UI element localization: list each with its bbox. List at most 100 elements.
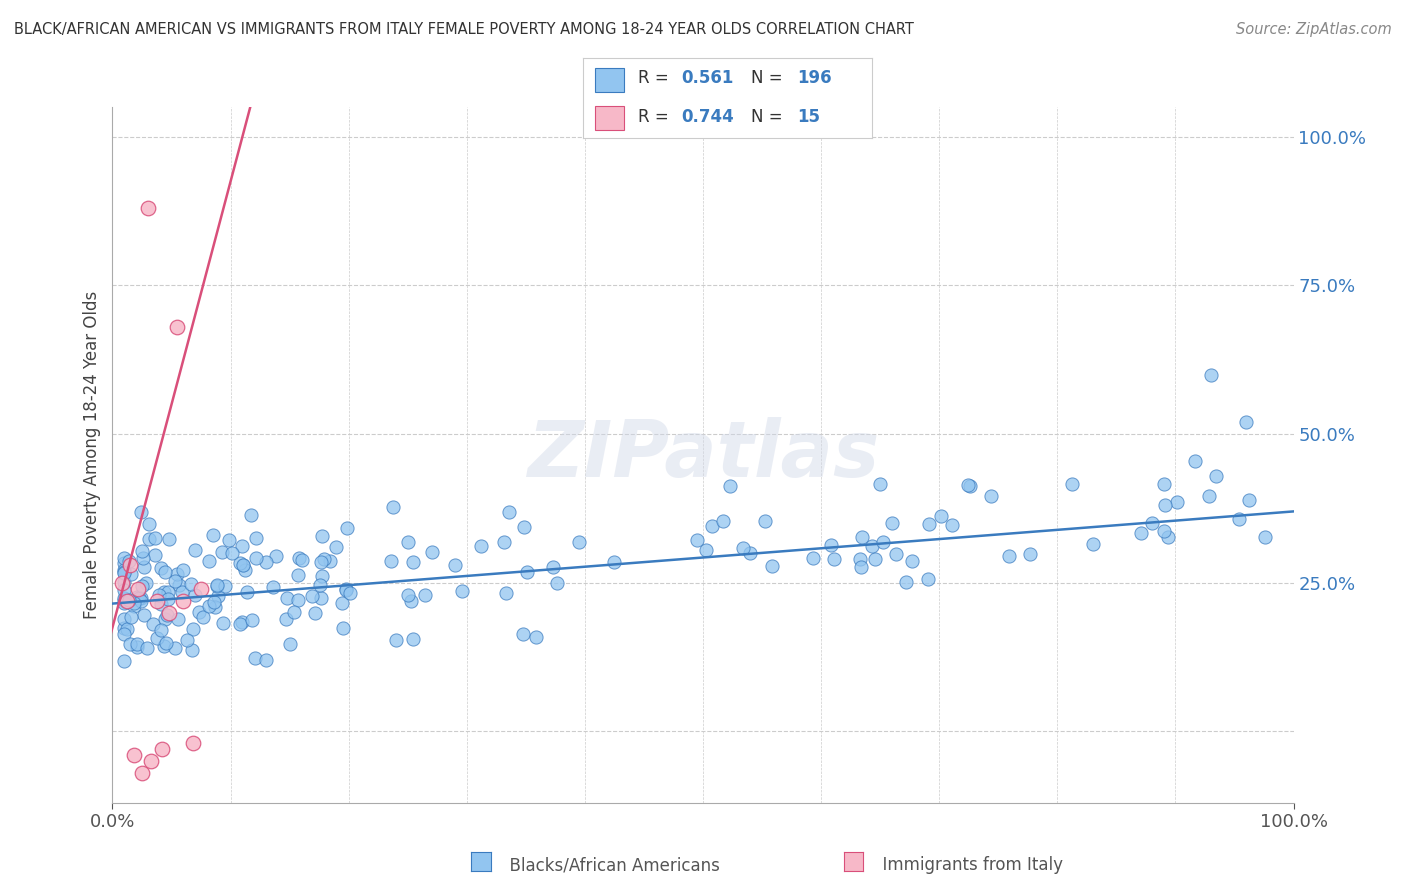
Point (287, 567, 309, 582)
Point (143, 548, 166, 562)
Point (135, 576, 157, 591)
Point (444, 558, 467, 572)
Point (276, 591, 298, 605)
Point (396, 588, 419, 602)
Point (129, 591, 152, 606)
Text: Immigrants from Italy: Immigrants from Italy (872, 856, 1063, 874)
Point (165, 574, 187, 588)
Point (153, 585, 176, 599)
Point (207, 590, 229, 604)
Point (568, 535, 591, 549)
Point (304, 606, 326, 620)
Point (941, 517, 963, 532)
Point (319, 554, 342, 568)
Text: 0.744: 0.744 (682, 108, 734, 126)
Point (278, 637, 301, 651)
Point (287, 593, 309, 607)
Point (700, 518, 723, 533)
Point (143, 531, 166, 545)
Point (516, 565, 538, 579)
Point (211, 545, 233, 559)
Point (118, 637, 141, 651)
Point (420, 545, 443, 559)
Point (738, 546, 761, 560)
Point (187, 605, 209, 619)
Point (1199, 368, 1222, 382)
Point (1254, 530, 1277, 544)
Text: N =: N = (751, 108, 787, 126)
Point (451, 584, 474, 599)
Point (112, 556, 135, 570)
Point (894, 574, 917, 589)
Point (184, 542, 207, 557)
Point (761, 559, 783, 574)
Text: R =: R = (638, 108, 675, 126)
Point (157, 584, 180, 599)
Point (218, 533, 240, 548)
Point (860, 539, 883, 553)
Point (413, 588, 436, 602)
Point (167, 577, 190, 591)
Point (1156, 530, 1178, 544)
Point (254, 653, 277, 667)
Point (869, 477, 891, 491)
Point (214, 579, 236, 593)
Point (112, 596, 135, 610)
Point (132, 560, 155, 574)
Point (138, 533, 160, 547)
Point (311, 568, 333, 582)
Point (402, 555, 425, 569)
Point (546, 576, 568, 591)
Point (166, 567, 188, 582)
Point (918, 517, 941, 532)
Text: BLACK/AFRICAN AMERICAN VS IMMIGRANTS FROM ITALY FEMALE POVERTY AMONG 18-24 YEAR : BLACK/AFRICAN AMERICAN VS IMMIGRANTS FRO… (14, 22, 914, 37)
Point (245, 532, 267, 546)
Point (1166, 494, 1188, 508)
Point (959, 479, 981, 493)
Point (125, 590, 148, 604)
Point (112, 563, 135, 577)
Point (221, 546, 243, 560)
Point (1081, 537, 1104, 551)
Point (541, 560, 564, 574)
Point (512, 626, 534, 640)
Point (122, 748, 145, 763)
Point (131, 579, 153, 593)
Point (980, 489, 1002, 503)
Point (112, 627, 135, 641)
Point (120, 566, 142, 581)
Point (118, 593, 141, 607)
Point (997, 549, 1019, 563)
Point (198, 599, 221, 614)
Point (254, 555, 277, 569)
Text: R =: R = (638, 69, 675, 87)
Point (311, 591, 333, 606)
Text: 196: 196 (797, 69, 831, 87)
Point (128, 591, 150, 606)
Point (125, 640, 148, 654)
Point (202, 528, 225, 542)
Point (176, 632, 198, 647)
Point (801, 550, 824, 565)
Point (524, 630, 547, 644)
Point (153, 639, 176, 653)
Point (330, 596, 353, 610)
Point (112, 565, 135, 579)
Point (1130, 526, 1153, 541)
Point (884, 547, 907, 561)
Point (202, 595, 225, 609)
Point (191, 610, 214, 624)
Point (163, 640, 186, 655)
Point (131, 593, 153, 607)
FancyBboxPatch shape (595, 106, 624, 130)
Point (291, 553, 314, 567)
Point (384, 633, 406, 648)
Point (231, 615, 253, 629)
Point (204, 599, 226, 614)
Point (1153, 476, 1175, 491)
Point (931, 509, 953, 524)
Point (382, 500, 405, 515)
Point (127, 637, 149, 651)
Point (851, 530, 873, 544)
Point (492, 535, 515, 549)
